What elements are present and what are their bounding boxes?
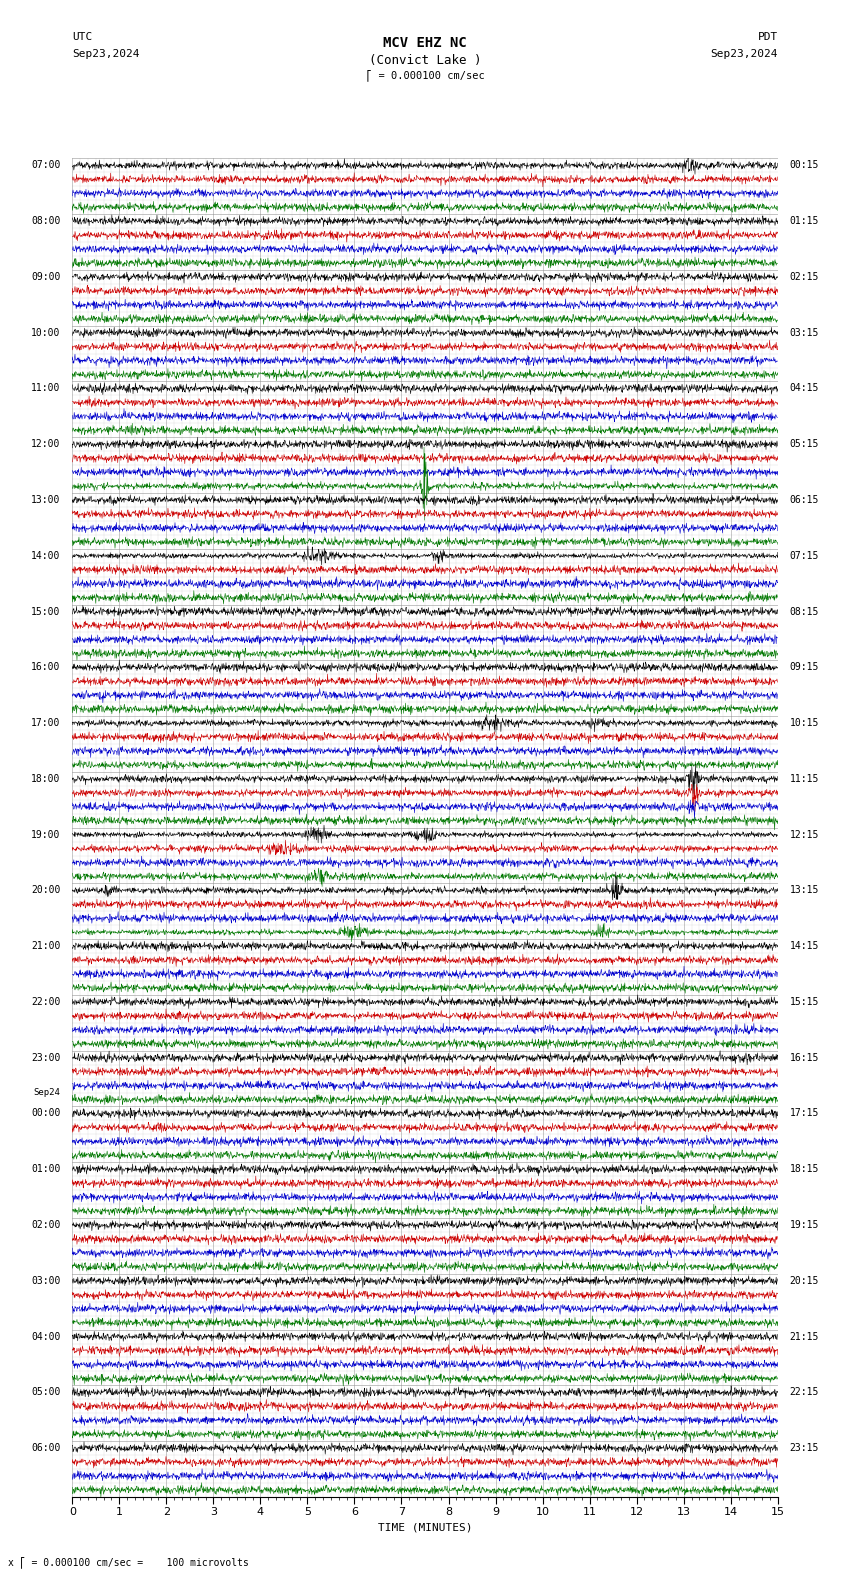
Text: 23:15: 23:15 [790,1443,819,1453]
Text: 09:00: 09:00 [31,272,60,282]
Text: 19:00: 19:00 [31,830,60,840]
Text: 08:00: 08:00 [31,215,60,227]
Text: Sep23,2024: Sep23,2024 [72,49,139,59]
Text: 14:15: 14:15 [790,941,819,950]
Text: UTC: UTC [72,32,93,41]
Text: 05:15: 05:15 [790,439,819,450]
Text: Sep24: Sep24 [34,1088,60,1098]
Text: 21:15: 21:15 [790,1332,819,1342]
Text: 06:00: 06:00 [31,1443,60,1453]
Text: 10:00: 10:00 [31,328,60,337]
Text: 07:15: 07:15 [790,551,819,561]
Text: 09:15: 09:15 [790,662,819,672]
Text: 04:00: 04:00 [31,1332,60,1342]
Text: ⎡ = 0.000100 cm/sec: ⎡ = 0.000100 cm/sec [366,70,484,81]
Text: Sep23,2024: Sep23,2024 [711,49,778,59]
X-axis label: TIME (MINUTES): TIME (MINUTES) [377,1522,473,1532]
Text: 17:15: 17:15 [790,1109,819,1118]
Text: 10:15: 10:15 [790,718,819,729]
Text: PDT: PDT [757,32,778,41]
Text: 02:15: 02:15 [790,272,819,282]
Text: 17:00: 17:00 [31,718,60,729]
Text: 11:15: 11:15 [790,775,819,784]
Text: 00:00: 00:00 [31,1109,60,1118]
Text: 20:00: 20:00 [31,885,60,895]
Text: 15:00: 15:00 [31,607,60,616]
Text: 19:15: 19:15 [790,1220,819,1231]
Text: 07:00: 07:00 [31,160,60,171]
Text: 20:15: 20:15 [790,1275,819,1286]
Text: 18:15: 18:15 [790,1164,819,1174]
Text: (Convict Lake ): (Convict Lake ) [369,54,481,67]
Text: 22:15: 22:15 [790,1388,819,1397]
Text: 00:15: 00:15 [790,160,819,171]
Text: 08:15: 08:15 [790,607,819,616]
Text: 03:00: 03:00 [31,1275,60,1286]
Text: 03:15: 03:15 [790,328,819,337]
Text: 05:00: 05:00 [31,1388,60,1397]
Text: 16:00: 16:00 [31,662,60,672]
Text: 13:15: 13:15 [790,885,819,895]
Text: 15:15: 15:15 [790,996,819,1007]
Text: 01:00: 01:00 [31,1164,60,1174]
Text: MCV EHZ NC: MCV EHZ NC [383,36,467,51]
Text: 12:00: 12:00 [31,439,60,450]
Text: 06:15: 06:15 [790,494,819,505]
Text: 22:00: 22:00 [31,996,60,1007]
Text: 18:00: 18:00 [31,775,60,784]
Text: 01:15: 01:15 [790,215,819,227]
Text: 11:00: 11:00 [31,383,60,393]
Text: 23:00: 23:00 [31,1053,60,1063]
Text: 02:00: 02:00 [31,1220,60,1231]
Text: x ⎡ = 0.000100 cm/sec =    100 microvolts: x ⎡ = 0.000100 cm/sec = 100 microvolts [8,1557,249,1568]
Text: 14:00: 14:00 [31,551,60,561]
Text: 04:15: 04:15 [790,383,819,393]
Text: 13:00: 13:00 [31,494,60,505]
Text: 12:15: 12:15 [790,830,819,840]
Text: 16:15: 16:15 [790,1053,819,1063]
Text: 21:00: 21:00 [31,941,60,950]
